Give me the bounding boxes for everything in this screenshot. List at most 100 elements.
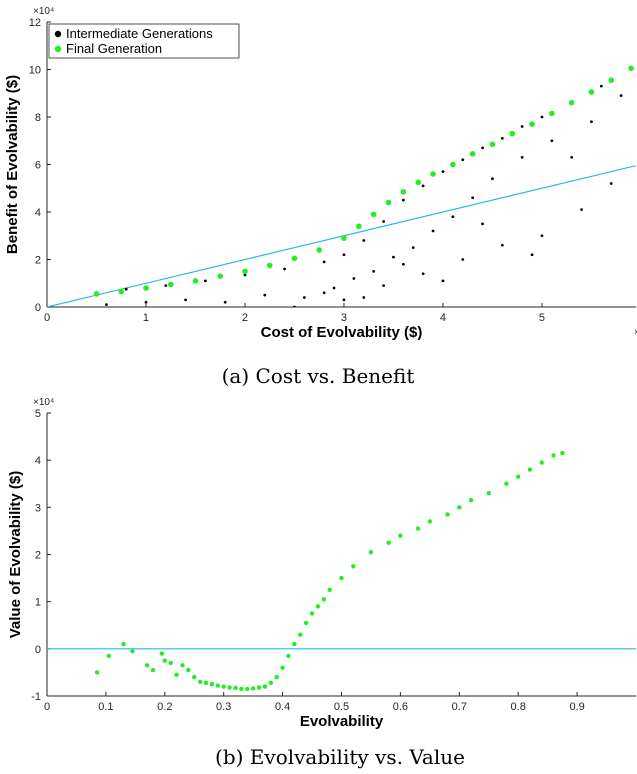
intermediate-point	[203, 279, 207, 283]
x-tick-label: 4	[440, 312, 446, 324]
x-tick-label: 0	[44, 701, 50, 713]
x-tick-label: 0.1	[98, 701, 113, 713]
value-point	[268, 680, 274, 685]
plot-area	[47, 450, 636, 692]
final-point	[356, 223, 362, 230]
value-point	[427, 519, 433, 524]
y-axis-label: Benefit of Evolvability ($)	[4, 75, 21, 254]
final-point	[608, 77, 615, 83]
intermediate-point	[441, 279, 445, 283]
value-point	[415, 526, 421, 531]
intermediate-point	[401, 262, 405, 266]
final-point	[469, 151, 476, 157]
intermediate-point	[461, 258, 465, 261]
value-point	[174, 672, 179, 677]
intermediate-point	[411, 246, 415, 250]
x-tick-label: 3	[341, 312, 347, 324]
intermediate-point	[322, 291, 326, 295]
legend-label-final: Final Generation	[66, 41, 162, 56]
y-tick-label: 6	[35, 160, 41, 172]
y-tick-label: 4	[35, 455, 41, 467]
final-point	[489, 141, 496, 148]
intermediate-point	[322, 260, 326, 264]
intermediate-point	[481, 222, 484, 226]
legend-label-intermediate: Intermediate Generations	[66, 26, 213, 41]
intermediate-point	[352, 277, 356, 280]
final-point	[385, 199, 392, 206]
final-point	[430, 171, 436, 177]
final-point	[341, 235, 347, 241]
x-tick-label: 0.3	[216, 701, 231, 713]
value-point	[162, 658, 167, 663]
intermediate-point	[382, 220, 385, 223]
intermediate-point	[500, 136, 504, 140]
final-point	[415, 179, 422, 186]
value-point	[262, 684, 268, 689]
intermediate-point	[580, 208, 583, 212]
value-point	[527, 467, 533, 472]
value-point	[144, 663, 150, 668]
value-point	[209, 682, 215, 687]
final-point	[509, 130, 516, 137]
intermediate-point	[570, 155, 574, 159]
x-tick-label: 5	[539, 312, 545, 324]
intermediate-point	[421, 272, 425, 276]
y-tick-label: 10	[29, 65, 41, 77]
intermediate-point	[372, 269, 376, 273]
intermediate-point	[362, 296, 366, 299]
final-point	[143, 285, 149, 291]
value-point	[551, 453, 556, 458]
y-tick-label: 4	[35, 207, 41, 219]
final-point	[588, 89, 595, 95]
value-point	[486, 490, 491, 496]
intermediate-point	[184, 298, 187, 302]
value-point	[457, 505, 462, 510]
final-point	[93, 291, 100, 297]
intermediate-point	[550, 139, 554, 143]
value-point	[192, 674, 197, 680]
legend-marker-final	[54, 45, 62, 53]
intermediate-point	[619, 94, 623, 98]
final-point	[118, 288, 125, 295]
intermediate-point	[223, 300, 227, 304]
intermediate-point	[124, 287, 128, 291]
x-tick-label: 0.5	[334, 701, 349, 713]
plot-area	[47, 65, 636, 307]
intermediate-point	[500, 243, 504, 247]
value-point	[94, 670, 100, 675]
x-tick-label: 0.8	[511, 701, 526, 713]
value-point	[168, 660, 173, 666]
value-point	[560, 450, 565, 456]
y-tick-label: 8	[35, 112, 41, 124]
intermediate-point	[441, 170, 445, 174]
intermediate-point	[342, 298, 346, 302]
value-point	[180, 663, 185, 668]
intermediate-point	[461, 158, 465, 162]
intermediate-point	[283, 267, 286, 271]
value-point	[398, 533, 403, 538]
y-tick-label: -1	[31, 691, 41, 703]
x-axis-label: Evolvability	[300, 713, 384, 730]
value-point	[239, 686, 244, 692]
final-point	[549, 110, 555, 117]
value-point	[504, 481, 509, 486]
y-tick-label: 2	[35, 550, 41, 562]
value-point	[130, 648, 135, 654]
intermediate-point	[144, 300, 148, 304]
x-axis-label: Cost of Evolvability ($)	[261, 324, 423, 341]
value-point	[315, 604, 321, 609]
value-point	[250, 686, 256, 691]
intermediate-point	[392, 255, 395, 259]
value-point	[150, 667, 156, 673]
intermediate-point	[293, 305, 296, 307]
final-point	[568, 99, 575, 106]
y-axis-label: Value of Evolvability ($)	[7, 471, 24, 639]
value-point	[298, 632, 303, 637]
x-tick-label: 0	[44, 312, 50, 324]
final-point	[217, 273, 224, 279]
chart-evolvability-vs-value: 0 0.1 0.2 0.3 0.4 0.5 0.6 0.7 0.8 0.9-1012345×10⁴…	[7, 397, 636, 730]
final-point	[242, 268, 248, 275]
x-tick-label: 2	[242, 312, 248, 324]
